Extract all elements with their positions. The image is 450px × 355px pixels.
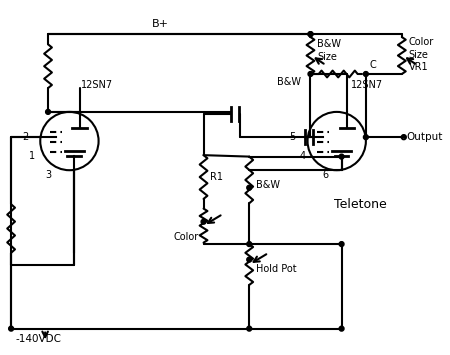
Circle shape	[308, 32, 313, 37]
Circle shape	[364, 72, 368, 76]
Text: 12SN7: 12SN7	[351, 80, 383, 90]
Text: Color: Color	[409, 37, 434, 47]
Text: 3: 3	[45, 170, 51, 180]
Circle shape	[247, 185, 252, 190]
Text: 4: 4	[300, 151, 306, 160]
Text: Teletone: Teletone	[334, 198, 387, 211]
Circle shape	[45, 109, 50, 114]
Circle shape	[247, 257, 252, 262]
Text: B&W: B&W	[277, 77, 301, 87]
Circle shape	[339, 154, 344, 159]
Circle shape	[364, 135, 368, 140]
Circle shape	[308, 72, 313, 76]
Text: C: C	[370, 60, 377, 70]
Text: Output: Output	[407, 132, 443, 142]
Circle shape	[339, 242, 344, 246]
Circle shape	[201, 219, 206, 224]
Text: 5: 5	[290, 132, 296, 142]
Circle shape	[308, 32, 313, 37]
Text: 12SN7: 12SN7	[81, 80, 113, 90]
Text: Hold Pot: Hold Pot	[256, 264, 297, 274]
Circle shape	[9, 326, 13, 331]
Circle shape	[339, 326, 344, 331]
Text: 2: 2	[22, 132, 29, 142]
Text: B&W: B&W	[256, 180, 280, 190]
Text: 6: 6	[322, 170, 328, 180]
Text: 1: 1	[29, 151, 36, 160]
Text: -140VDC: -140VDC	[16, 334, 62, 344]
Text: Size: Size	[409, 50, 428, 60]
Text: B&W: B&W	[317, 39, 341, 49]
Text: B+: B+	[152, 19, 169, 29]
Circle shape	[247, 242, 252, 246]
Text: Color: Color	[173, 232, 199, 242]
Circle shape	[247, 326, 252, 331]
Text: R1: R1	[210, 172, 223, 182]
Text: VR1: VR1	[409, 62, 428, 72]
Text: Size: Size	[317, 53, 337, 62]
